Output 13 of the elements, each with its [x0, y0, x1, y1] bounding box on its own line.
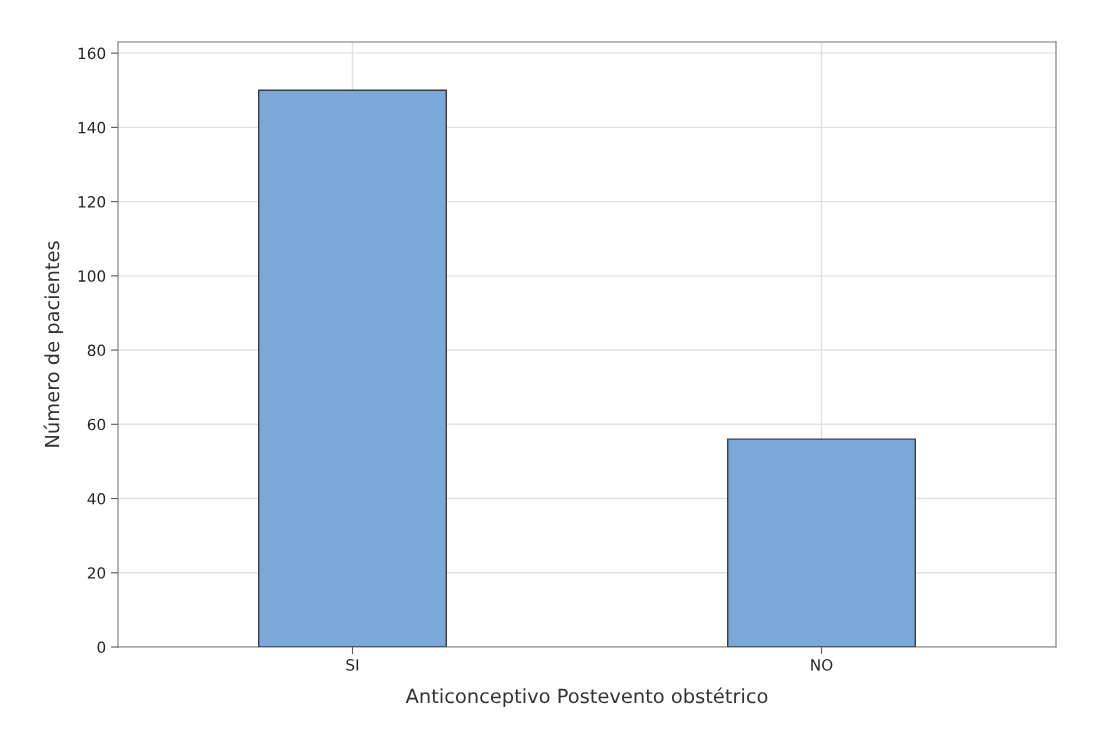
x-axis-title: Anticonceptivo Postevento obstétrico [405, 687, 768, 708]
y-tick-label: 160 [78, 47, 106, 60]
y-tick-label: 120 [78, 196, 106, 208]
y-tick-label: 60 [87, 418, 106, 431]
y-tick-label: 20 [87, 567, 106, 579]
y-tick-label: 80 [87, 344, 106, 357]
x-tick-label: NO [811, 659, 833, 671]
y-axis-title: Número de pacientes [43, 241, 64, 447]
y-tick-label: 100 [78, 270, 106, 282]
y-tick-label: 0 [97, 641, 106, 654]
x-tick-label: SI [346, 659, 359, 671]
y-tick-label: 140 [78, 121, 106, 134]
y-tick-label: 40 [87, 493, 106, 505]
